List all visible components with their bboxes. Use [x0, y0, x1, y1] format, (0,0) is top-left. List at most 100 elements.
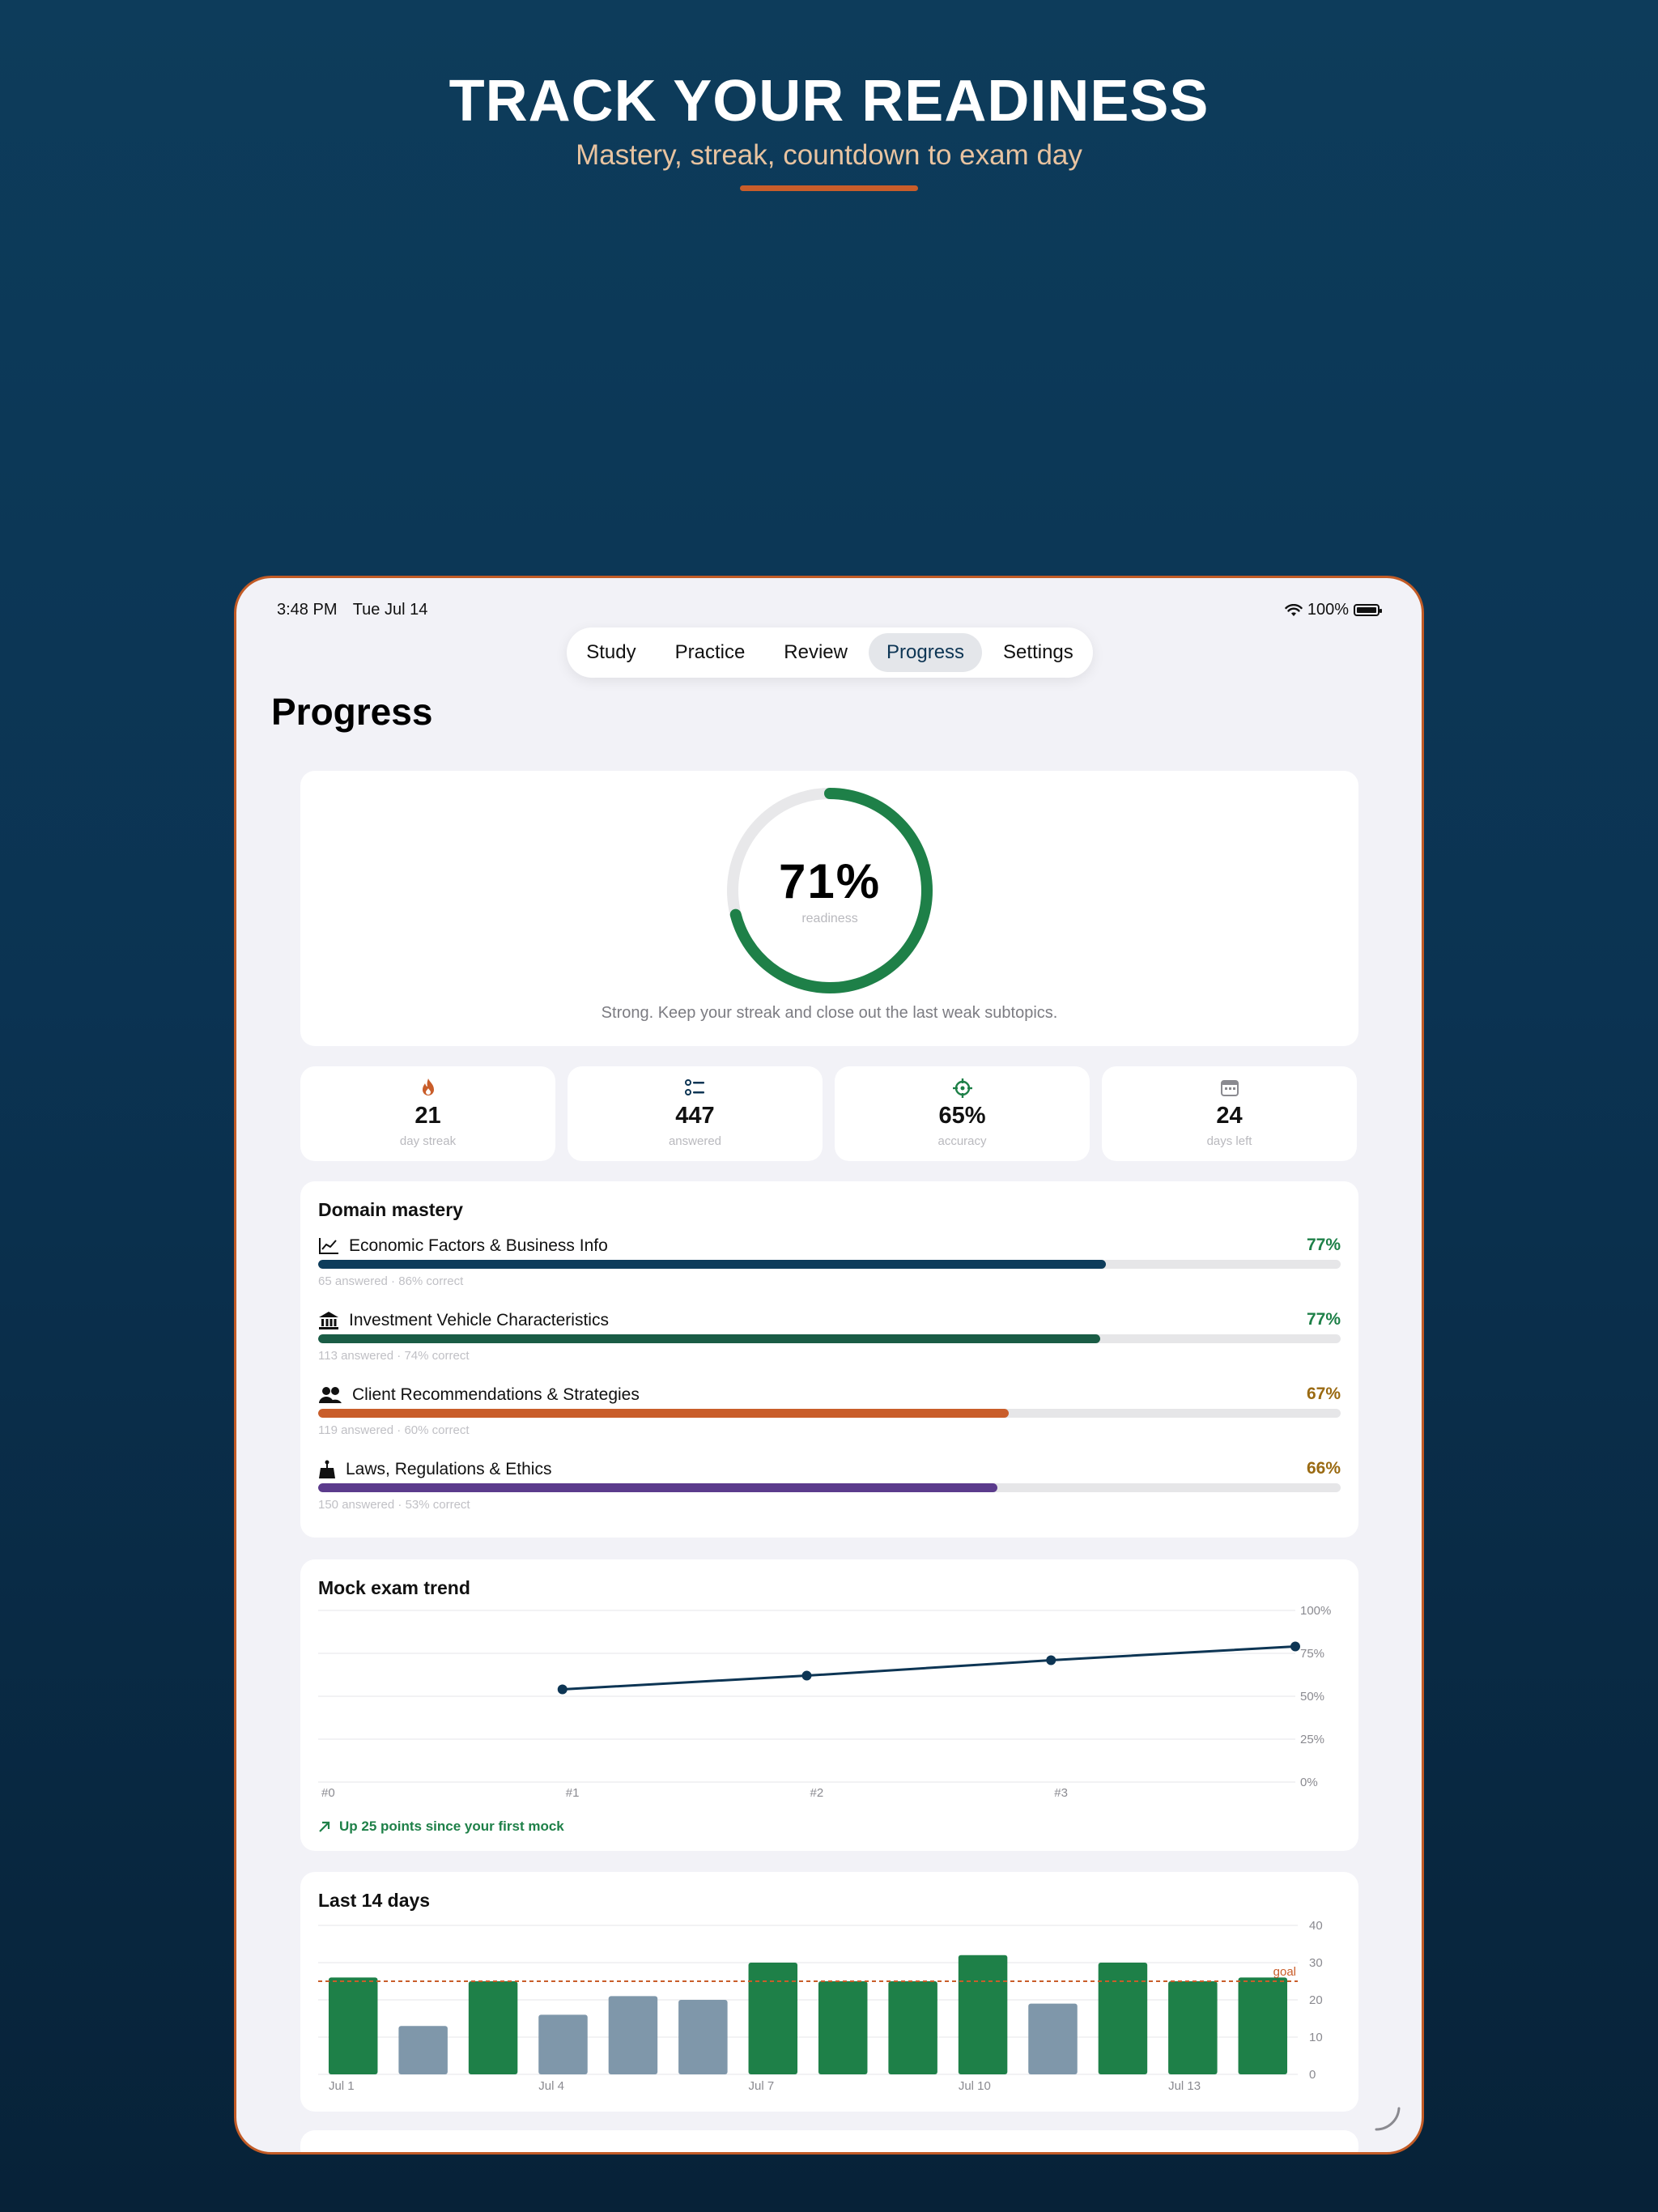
mock-trend-title: Mock exam trend: [318, 1577, 470, 1598]
domain-row[interactable]: Laws, Regulations & Ethics 66% 150 answe…: [318, 1457, 1341, 1522]
domain-row[interactable]: Client Recommendations & Strategies 67% …: [318, 1383, 1341, 1448]
domain-progress-fill: [318, 1260, 1106, 1269]
hero-subtitle: Mastery, streak, countdown to exam day: [576, 139, 1082, 171]
x-tick-label: #2: [810, 1786, 824, 1800]
list-icon: [684, 1079, 704, 1095]
domain-progress-track: [318, 1483, 1341, 1492]
day-bar: [888, 1981, 937, 2074]
stat-card-days-left: 24 days left: [1102, 1066, 1357, 1161]
battery-percent: 100%: [1307, 601, 1349, 619]
domain-name: Investment Vehicle Characteristics: [349, 1311, 609, 1329]
day-bar: [1028, 2003, 1078, 2074]
day-bar: [538, 2014, 588, 2074]
trend-point: [801, 1670, 812, 1681]
day-bar: [958, 1955, 1008, 2074]
tab-bar: Study Practice Review Progress Settings: [567, 627, 1093, 678]
last-14-days-chart: 40 30 20 10 0 Jul 1 Jul 4 Jul 7 Jul 10 Jul 13 goal: [318, 1919, 1323, 2093]
domain-meta: 113 answered · 74% correct: [318, 1349, 470, 1363]
stat-card-accuracy: 65% accuracy: [835, 1066, 1090, 1161]
readiness-card: 71% readiness Strong. Keep your streak a…: [300, 771, 1358, 1046]
domain-percent: 67%: [1306, 1385, 1341, 1403]
calendar-icon: [1220, 1080, 1239, 1096]
answered-label: answered: [668, 1134, 722, 1148]
domain-mastery-card: Domain mastery Economic Factors & Busine…: [300, 1181, 1358, 1538]
readiness-label: readiness: [801, 912, 858, 925]
x-tick-label: #0: [321, 1786, 335, 1800]
x-tick-label: #1: [566, 1786, 580, 1800]
domain-progress-track: [318, 1334, 1341, 1343]
bank-icon: [319, 1312, 338, 1329]
status-bar: 3:48 PM Tue Jul 14 100%: [236, 601, 1422, 625]
y-tick-label: 10: [1309, 2031, 1323, 2044]
page-title: Progress: [271, 691, 433, 733]
y-tick-label: 25%: [1300, 1733, 1324, 1746]
scroll-indicator-icon: [1375, 2107, 1401, 2131]
last-14-days-card: Last 14 days 40 30 20 10 0 Jul 1 Jul 4 Jul 7 Jul…: [300, 1872, 1358, 2112]
tab-progress[interactable]: Progress: [869, 633, 983, 672]
hero-underline: [740, 185, 918, 191]
trend-note: Up 25 points since your first mock: [318, 1819, 564, 1835]
y-tick-label: 100%: [1300, 1604, 1331, 1618]
target-icon: [952, 1078, 972, 1098]
x-tick-label: Jul 4: [538, 2079, 564, 2093]
domain-meta: 119 answered · 60% correct: [318, 1423, 470, 1437]
answered-value: 447: [675, 1103, 715, 1129]
x-tick-label: #3: [1054, 1786, 1068, 1800]
readiness-ring-progress: [727, 788, 933, 993]
x-tick-label: Jul 7: [749, 2079, 775, 2093]
streak-value: 21: [414, 1103, 441, 1129]
domain-percent: 77%: [1306, 1236, 1341, 1254]
trend-point: [557, 1684, 568, 1695]
scales-icon: [319, 1460, 335, 1478]
domain-name: Economic Factors & Business Info: [349, 1236, 608, 1255]
trend-note-text: Up 25 points since your first mock: [339, 1819, 564, 1834]
readiness-ring: 71% readiness: [725, 785, 935, 996]
x-tick-label: Jul 10: [959, 2079, 991, 2093]
stat-card-streak: 21 day streak: [300, 1066, 555, 1161]
stat-card-answered: 447 answered: [568, 1066, 823, 1161]
domain-progress-fill: [318, 1409, 1009, 1418]
trend-line: [562, 1645, 1296, 1691]
chart-line-icon: [319, 1238, 338, 1254]
y-tick-label: 0: [1309, 2068, 1316, 2082]
day-bar: [1238, 1977, 1288, 2074]
days-left-value: 24: [1216, 1103, 1243, 1129]
readiness-value: 71%: [778, 854, 882, 908]
day-bar: [1098, 1963, 1148, 2074]
tab-practice[interactable]: Practice: [674, 641, 746, 663]
domain-percent: 66%: [1306, 1459, 1341, 1478]
domain-row[interactable]: Economic Factors & Business Info 77% 65 …: [318, 1234, 1341, 1299]
domain-progress-fill: [318, 1334, 1101, 1343]
domain-progress-track: [318, 1260, 1341, 1269]
y-tick-label: 40: [1309, 1919, 1323, 1933]
day-bar: [468, 1981, 518, 2074]
domain-progress-fill: [318, 1483, 997, 1492]
hero-title: TRACK YOUR READINESS: [449, 69, 1209, 134]
domain-mastery-title: Domain mastery: [318, 1199, 463, 1220]
tab-study[interactable]: Study: [586, 641, 636, 663]
y-tick-label: 0%: [1300, 1776, 1318, 1789]
domain-progress-track: [318, 1409, 1341, 1418]
trend-up-arrow-icon: [319, 1821, 330, 1832]
day-bar: [748, 1963, 798, 2074]
y-tick-label: 20: [1309, 1993, 1323, 2007]
goal-label: goal: [1273, 1965, 1296, 1979]
domain-row[interactable]: Investment Vehicle Characteristics 77% 1…: [318, 1308, 1341, 1373]
tab-settings[interactable]: Settings: [1003, 641, 1073, 663]
day-bar: [1168, 1981, 1218, 2074]
readiness-message: Strong. Keep your streak and close out t…: [601, 1004, 1058, 1022]
day-bar: [678, 2000, 728, 2074]
day-bar: [398, 2026, 448, 2074]
last-14-days-title: Last 14 days: [318, 1890, 431, 1911]
tab-review[interactable]: Review: [784, 641, 848, 663]
y-tick-label: 30: [1309, 1956, 1323, 1970]
domain-meta: 150 answered · 53% correct: [318, 1498, 470, 1512]
day-bar: [328, 1977, 378, 2074]
domain-name: Laws, Regulations & Ethics: [346, 1460, 552, 1478]
y-tick-label: 50%: [1300, 1690, 1324, 1704]
people-icon: [319, 1387, 342, 1403]
status-date: Tue Jul 14: [352, 601, 428, 619]
accuracy-value: 65%: [938, 1103, 986, 1129]
domain-percent: 77%: [1306, 1310, 1341, 1329]
accuracy-label: accuracy: [937, 1134, 987, 1148]
